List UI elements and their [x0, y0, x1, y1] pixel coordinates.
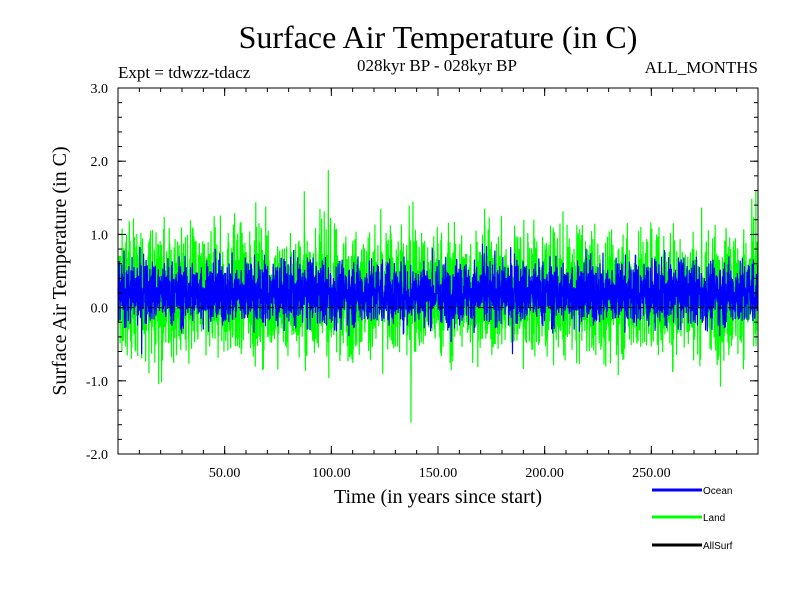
months-label: ALL_MONTHS	[645, 58, 758, 77]
y-tick-label: -2.0	[86, 448, 108, 463]
chart-title: Surface Air Temperature (in C)	[239, 19, 638, 55]
x-axis-label: Time (in years since start)	[334, 486, 542, 508]
legend: Ocean Land AllSurf	[652, 486, 733, 552]
x-axis: 50.00 100.00 150.00 200.00 250.00	[138, 88, 738, 481]
y-tick-label: 0.0	[91, 302, 109, 317]
y-tick-label: -1.0	[86, 375, 108, 390]
y-axis-label: Surface Air Temperature (in C)	[49, 146, 71, 395]
y-tick-label: 2.0	[91, 155, 109, 170]
y-tick-label: 1.0	[91, 228, 109, 243]
y-tick-label: 3.0	[91, 82, 109, 97]
x-tick-label: 100.00	[312, 466, 351, 481]
legend-label-land: Land	[703, 513, 725, 524]
plot-series-layer	[117, 170, 759, 423]
legend-label-allsurf: AllSurf	[703, 541, 733, 552]
period-label: 028kyr BP - 028kyr BP	[357, 56, 517, 75]
x-tick-label: 250.00	[632, 466, 671, 481]
legend-label-ocean: Ocean	[703, 486, 732, 497]
x-tick-label: 150.00	[419, 466, 458, 481]
experiment-label: Expt = tdwzz-tdacz	[118, 63, 251, 82]
x-tick-label: 50.00	[209, 466, 241, 481]
x-tick-label: 200.00	[525, 466, 564, 481]
y-axis: -2.0 -1.0 0.0 1.0 2.0 3.0	[86, 82, 758, 463]
